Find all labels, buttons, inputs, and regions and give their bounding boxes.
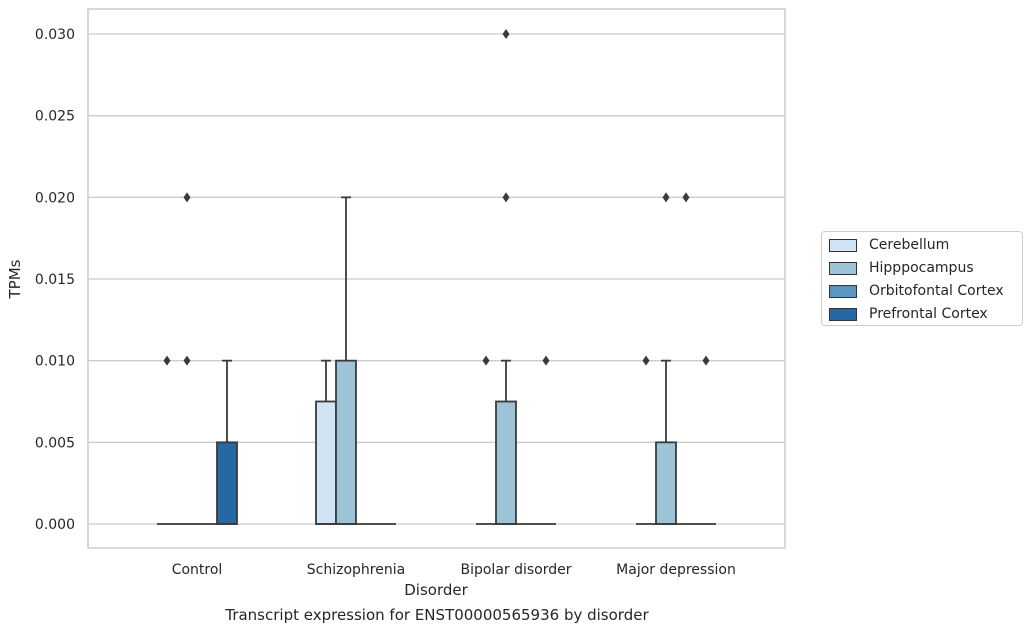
boxes xyxy=(157,196,716,525)
legend-item-hippocampus: Hipppocampus xyxy=(829,258,974,278)
legend-label: Hipppocampus xyxy=(869,260,974,276)
box-hipppocampus-bipolar-disorder xyxy=(495,359,517,525)
box-body xyxy=(315,400,337,525)
legend: Cerebellum Hipppocampus Orbitofontal Cor… xyxy=(821,231,1023,326)
x-axis-title: Disorder xyxy=(404,581,468,599)
outlier-point xyxy=(702,355,710,366)
outlier-point xyxy=(682,192,690,203)
box-body xyxy=(655,441,677,525)
plot-area-frame xyxy=(87,8,786,549)
box-body xyxy=(216,441,238,525)
legend-label: Prefrontal Cortex xyxy=(869,306,988,322)
legend-item-prefrontal-cortex: Prefrontal Cortex xyxy=(829,304,988,324)
y-tick-label: 0.025 xyxy=(35,109,75,125)
y-tick-label: 0.030 xyxy=(35,27,75,43)
legend-swatch-cerebellum xyxy=(829,238,857,252)
legend-item-orbitofrontal-cortex: Orbitofontal Cortex xyxy=(829,281,1004,301)
outlier-point xyxy=(502,192,510,203)
x-tick-label: Schizophrenia xyxy=(307,562,405,578)
box-body xyxy=(495,400,517,525)
outlier-point xyxy=(482,355,490,366)
outliers xyxy=(163,29,710,366)
outlier-point xyxy=(502,29,510,39)
outlier-point xyxy=(642,355,650,366)
gridlines xyxy=(88,33,785,525)
y-tick-label: 0.010 xyxy=(35,354,75,370)
box-cerebellum-schizophrenia xyxy=(315,359,337,525)
box-hipppocampus-major-depression xyxy=(655,359,677,525)
chart-caption: Transcript expression for ENST0000056593… xyxy=(225,606,649,624)
x-tick-labels: Control Schizophrenia Bipolar disorder Majo… xyxy=(172,562,736,578)
y-tick-label: 0.020 xyxy=(35,190,75,206)
legend-swatch-hippocampus xyxy=(829,261,857,275)
x-tick-label: Bipolar disorder xyxy=(460,562,571,578)
outlier-point xyxy=(183,355,191,366)
legend-swatch-orbitofrontal-cortex xyxy=(829,284,857,298)
y-tick-label: 0.005 xyxy=(35,435,75,451)
legend-label: Orbitofontal Cortex xyxy=(869,283,1004,299)
y-axis-title: TPMs xyxy=(6,259,24,299)
outlier-point xyxy=(163,355,171,366)
y-tick-label: 0.015 xyxy=(35,272,75,288)
y-tick-label: 0.000 xyxy=(35,517,75,533)
y-tick-labels: 0.000 0.005 0.010 0.015 0.020 0.025 0.030 xyxy=(35,27,75,533)
outlier-point xyxy=(542,355,550,366)
legend-item-cerebellum: Cerebellum xyxy=(829,235,949,255)
legend-swatch-prefrontal-cortex xyxy=(829,307,857,321)
x-tick-label: Control xyxy=(172,562,223,578)
legend-label: Cerebellum xyxy=(869,237,950,253)
outlier-point xyxy=(183,192,191,203)
box-body xyxy=(335,359,357,525)
x-tick-label: Major depression xyxy=(616,562,736,578)
outlier-point xyxy=(662,192,670,203)
box-prefrontal-cortex-control xyxy=(216,359,238,525)
box-hipppocampus-schizophrenia xyxy=(335,196,357,525)
